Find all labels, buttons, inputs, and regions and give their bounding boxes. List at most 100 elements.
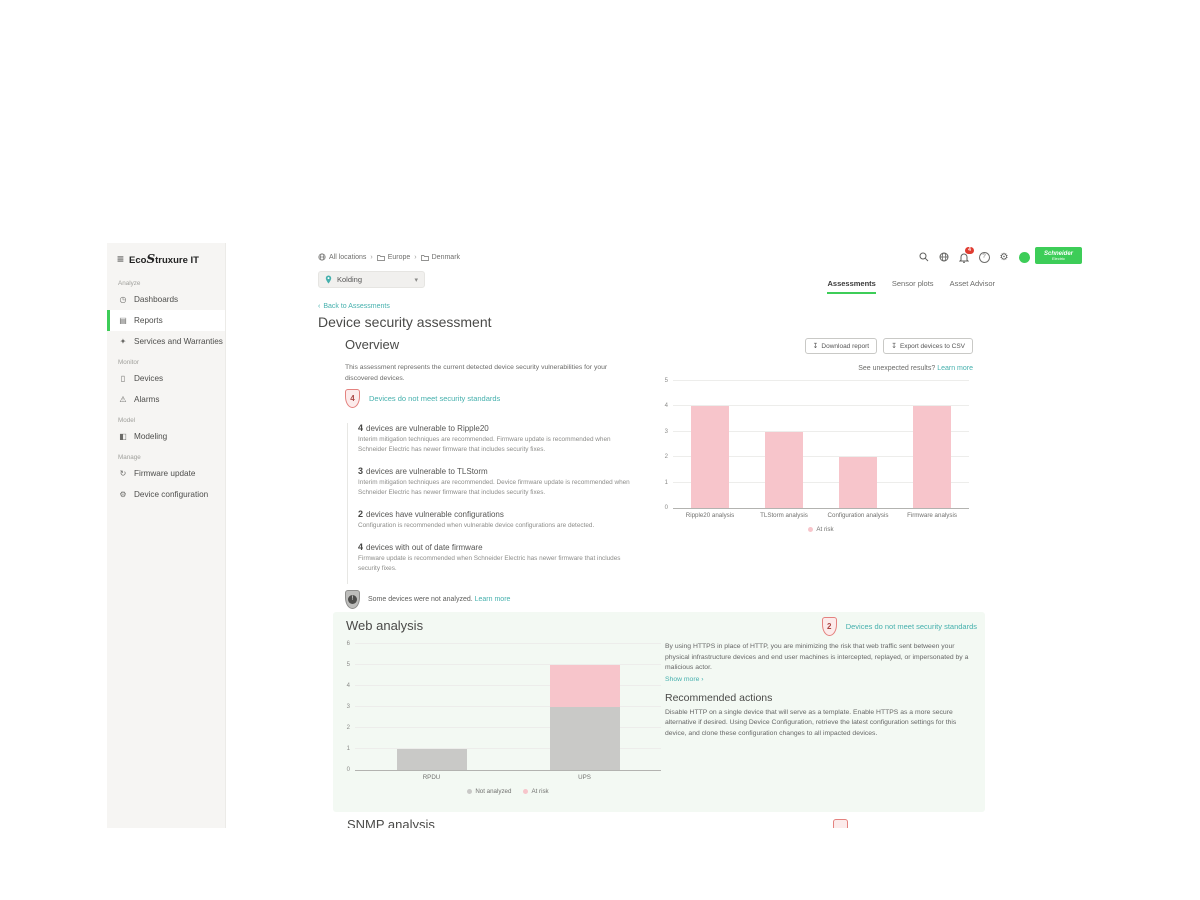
y-axis-tick-label: 3: [664, 428, 668, 435]
breadcrumb-all-locations[interactable]: All locations: [318, 253, 366, 261]
menu-icon[interactable]: ≡: [117, 252, 125, 266]
notifications-bell-icon[interactable]: 4: [958, 247, 974, 263]
user-avatar[interactable]: [1018, 251, 1030, 263]
device-configuration-icon: ⚙: [119, 490, 127, 499]
bar-columns: [673, 381, 969, 508]
sidebar-item-device-configuration[interactable]: ⚙ Device configuration: [107, 484, 225, 505]
web-analysis-description: By using HTTPS in place of HTTP, you are…: [665, 643, 969, 672]
x-axis-tick-label: RPDU: [422, 774, 441, 781]
breadcrumb: All locations › Europe › Denmark: [318, 253, 460, 261]
alarms-icon: ⚠: [119, 395, 127, 404]
folder-icon: [376, 254, 385, 261]
breadcrumb-label: All locations: [329, 253, 367, 261]
sidebar-item-label: Device configuration: [134, 490, 209, 499]
gridline: [673, 456, 969, 458]
gridline: [673, 405, 969, 407]
chart-plot-area: 0 1 2 3 4 5 6: [339, 641, 661, 773]
web-analysis-heading: Web analysis: [346, 618, 424, 633]
list-item-ripple20: 4 devices are vulnerable to Ripple20 Inte…: [348, 423, 640, 455]
location-pin-icon: [325, 275, 332, 284]
shield-alert-icon: 4: [345, 389, 360, 408]
help-icon[interactable]: ?: [978, 251, 990, 263]
sidebar-item-label: Modeling: [134, 432, 168, 441]
topbar-actions: 4 ? ⚙: [918, 247, 1030, 263]
sidebar-section-monitor: Monitor: [118, 359, 139, 366]
schneider-electric-logo[interactable]: Schneider Electric: [1035, 247, 1082, 264]
overview-toolbar: ↧ Download report ↧ Export devices to CS…: [804, 338, 973, 354]
sidebar-item-label: Alarms: [134, 395, 160, 404]
y-axis: 0 1 2 3 4 5 6: [339, 641, 353, 773]
chevron-down-icon: ▾: [414, 276, 418, 284]
sidebar-item-label: Devices: [134, 374, 164, 383]
globe-icon[interactable]: [938, 251, 950, 263]
back-link-label: Back to Assessments: [323, 303, 390, 310]
sidebar-item-firmware-update[interactable]: ↻ Firmware update: [107, 463, 225, 484]
sidebar-item-label: Services and Warranties: [134, 337, 223, 346]
gridline: [355, 706, 661, 707]
y-axis-tick-label: 4: [346, 683, 350, 689]
legend-label: At risk: [531, 788, 549, 795]
web-analysis-card: Web analysis 2 Devices do not meet secur…: [333, 612, 985, 812]
tab-sensor-plots[interactable]: Sensor plots: [891, 279, 934, 288]
sidebar-item-alarms[interactable]: ⚠ Alarms: [107, 389, 225, 410]
breadcrumb-denmark[interactable]: Denmark: [420, 253, 461, 261]
unexpected-results-learn-more-link[interactable]: Learn more: [937, 365, 973, 372]
breadcrumb-label: Denmark: [431, 253, 461, 261]
chart-bar-at-risk: [839, 457, 877, 508]
sidebar-item-dashboards[interactable]: ◷ Dashboards: [107, 289, 225, 310]
recommended-actions-text: Disable HTTP on a single device that wil…: [665, 708, 957, 737]
schneider-logo-line1: Schneider: [1043, 250, 1073, 257]
devices-icon: ▯: [120, 374, 126, 383]
bar-column: [673, 381, 747, 508]
not-analyzed-learn-more-link[interactable]: Learn more: [474, 596, 511, 603]
vulnerability-description: Firmware update is recommended when Schn…: [358, 554, 621, 572]
download-icon: ↧: [891, 343, 897, 350]
list-item-tlstorm: 3 devices are vulnerable to TLStorm Inter…: [348, 466, 640, 498]
bar-stack: [549, 665, 620, 770]
back-to-assessments-link[interactable]: ‹ Back to Assessments: [318, 303, 390, 310]
vulnerability-title: 4 devices with out of date firmware: [358, 541, 483, 552]
legend-label: At risk: [816, 526, 834, 533]
sidebar-item-label: Reports: [134, 316, 163, 325]
breadcrumb-europe[interactable]: Europe: [376, 254, 410, 261]
y-axis-tick-label: 5: [346, 662, 350, 668]
tab-asset-advisor[interactable]: Asset Advisor: [949, 279, 995, 288]
overview-chart: 0 1 2 3 4 5 Ripple20 analysis TLStorm analysis C…: [657, 378, 969, 551]
sidebar-section-model: Model: [118, 417, 136, 424]
plot-region: [673, 380, 969, 509]
export-devices-csv-button[interactable]: ↧ Export devices to CSV: [883, 338, 973, 354]
location-selector[interactable]: Kolding ▾: [318, 271, 425, 288]
gridline: [673, 481, 969, 483]
app-logo: ≡ EcoStruxure IT: [107, 243, 225, 273]
download-report-button[interactable]: ↧ Download report: [804, 338, 878, 354]
services-icon: ✦: [119, 337, 127, 346]
devices-not-meeting-standards-link[interactable]: Devices do not meet security standards: [369, 394, 501, 403]
settings-gear-icon[interactable]: ⚙: [999, 251, 1009, 263]
overview-description: This assessment represents the current d…: [345, 364, 608, 382]
sidebar-item-modeling[interactable]: ◧ Modeling: [107, 426, 225, 447]
shield-alert-icon: [833, 819, 848, 828]
tab-assessments[interactable]: Assessments: [827, 279, 876, 294]
gridline: [355, 643, 661, 644]
bar-stack: [396, 749, 467, 770]
gridline: [673, 430, 969, 432]
legend-entry: At risk: [808, 526, 834, 533]
shield-neutral-icon: !: [345, 590, 360, 609]
bar-stack: [913, 406, 951, 508]
legend-label: Not analyzed: [475, 788, 512, 795]
app-logo-text: EcoStruxure IT: [129, 252, 199, 266]
bar-column: [355, 644, 508, 770]
search-icon[interactable]: [918, 251, 930, 263]
sidebar-item-devices[interactable]: ▯ Devices: [107, 368, 225, 389]
devices-not-meeting-standards-link[interactable]: Devices do not meet security standards: [845, 622, 977, 631]
sidebar-item-reports[interactable]: ▤ Reports: [107, 310, 225, 331]
show-more-link[interactable]: Show more ›: [665, 675, 704, 683]
location-selector-value: Kolding: [337, 275, 363, 284]
folder-icon: [420, 254, 429, 261]
web-analysis-chart: 0 1 2 3 4 5 6 RPDU UPS Not analyzed At risk: [339, 641, 661, 812]
sidebar-item-services-warranties[interactable]: ✦ Services and Warranties: [107, 331, 225, 352]
x-axis-tick-label: UPS: [578, 774, 591, 781]
snmp-analysis-heading: SNMP analysis: [347, 817, 435, 828]
firmware-update-icon: ↻: [119, 469, 127, 478]
